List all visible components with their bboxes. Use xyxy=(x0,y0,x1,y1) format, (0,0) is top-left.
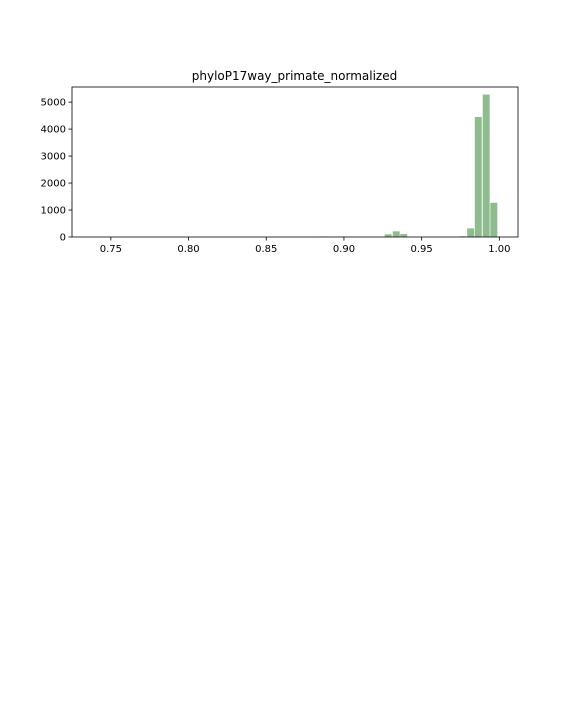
x-tick-label-2: 0.85 xyxy=(255,244,277,255)
y-tick-label-5: 5000 xyxy=(41,98,66,109)
chart-title: phyloP17way_primate_normalized xyxy=(192,69,397,83)
bar-3 xyxy=(400,234,408,237)
x-tick-label-3: 0.90 xyxy=(333,244,355,255)
bar-6 xyxy=(474,116,482,237)
x-tick-label-0: 0.75 xyxy=(100,244,122,255)
x-tick-label-1: 0.80 xyxy=(177,244,199,255)
bars-group xyxy=(319,94,498,238)
bar-7 xyxy=(482,94,490,237)
y-tick-label-1: 1000 xyxy=(41,206,66,217)
y-tick-label-4: 4000 xyxy=(41,125,66,136)
y-axis: 0 1000 2000 3000 4000 5000 xyxy=(41,98,72,244)
bar-8 xyxy=(490,202,498,237)
bar-2 xyxy=(392,231,400,237)
x-tick-label-5: 1.00 xyxy=(488,244,510,255)
x-axis: 0.75 0.80 0.85 0.90 0.95 1.00 xyxy=(100,237,510,255)
y-tick-label-2: 2000 xyxy=(41,179,66,190)
y-tick-label-0: 0 xyxy=(60,233,66,244)
bar-5 xyxy=(467,228,475,237)
plot-frame xyxy=(71,86,519,238)
x-tick-label-4: 0.95 xyxy=(411,244,433,255)
bar-1 xyxy=(384,234,392,237)
y-tick-label-3: 3000 xyxy=(41,152,66,163)
